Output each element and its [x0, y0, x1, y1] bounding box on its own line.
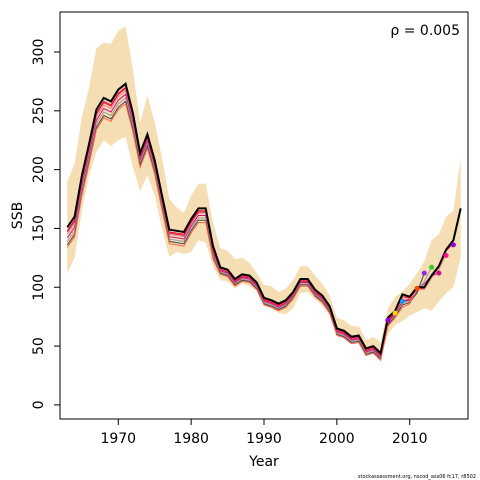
retro-peel-line [66, 87, 410, 357]
retro-peel-line [66, 102, 418, 362]
retro-endpoint [450, 242, 456, 248]
retro-endpoint [392, 310, 398, 316]
x-tick-label: 1970 [100, 431, 136, 447]
confidence-band [67, 26, 461, 359]
retro-endpoint [414, 285, 420, 291]
y-tick-label: 100 [31, 274, 47, 301]
retro-peel-line [66, 97, 433, 359]
y-axis-title: SSB [10, 202, 26, 229]
rho-annotation: ρ = 0.005 [390, 23, 460, 39]
y-axis: 0 50 100 150 200 250 300 [31, 39, 60, 409]
retro-peel-line [66, 93, 440, 358]
x-axis: 1970 1980 1990 2000 2010 [100, 419, 428, 447]
retro-endpoints-layer [385, 242, 456, 323]
y-tick-label: 150 [31, 215, 47, 242]
y-tick-label: 200 [31, 156, 47, 183]
footer-credit: stockassessment.org, nscod_ass06 fc17, r… [358, 474, 476, 480]
x-axis-title: Year [248, 454, 279, 470]
x-tick-label: 1990 [246, 431, 282, 447]
y-tick-label: 50 [31, 337, 47, 355]
confidence-band-layer [67, 26, 461, 359]
y-tick-label: 250 [31, 97, 47, 124]
retro-endpoint [385, 317, 391, 323]
retro-endpoint [436, 270, 442, 276]
retro-endpoint [421, 270, 427, 276]
retro-endpoint [399, 298, 405, 304]
retro-endpoint [443, 253, 449, 258]
retro-endpoint [429, 264, 435, 270]
y-tick-label: 300 [31, 39, 47, 66]
x-tick-label: 2010 [392, 431, 428, 447]
retro-peel-line [66, 100, 425, 360]
x-tick-label: 2000 [319, 431, 355, 447]
x-tick-label: 1980 [173, 431, 209, 447]
y-tick-label: 0 [31, 400, 47, 409]
